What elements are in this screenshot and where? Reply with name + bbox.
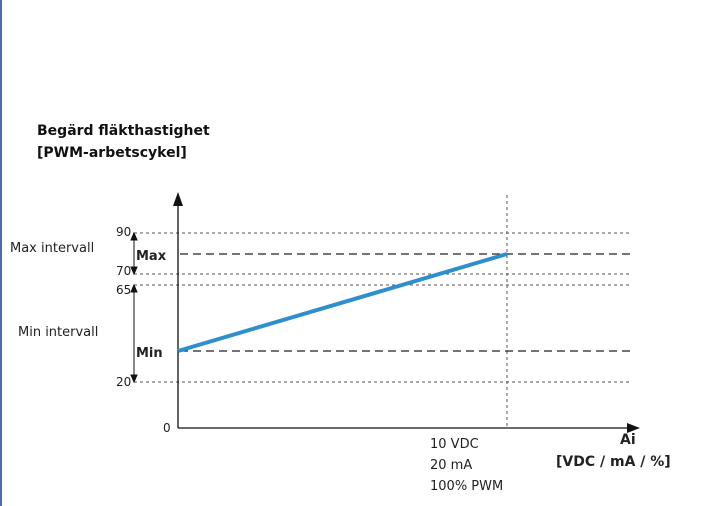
y-tick-0: 0 (163, 421, 171, 435)
title-line-2: [PWM-arbetscykel] (37, 145, 187, 161)
x-end-label-vdc: 10 VDC (430, 437, 479, 452)
min-bracket-arrow-up (130, 283, 138, 293)
y-tick-70: 70 (116, 264, 131, 278)
max-label: Max (136, 249, 167, 264)
left-border (0, 0, 2, 506)
y-tick-65: 65 (116, 283, 131, 297)
x-end-label-ma: 20 mA (430, 458, 472, 473)
min-bracket-arrow-down (130, 374, 138, 384)
max-interval-label: Max intervall (10, 241, 94, 256)
min-label: Min (136, 346, 163, 361)
chart-title: Begärd fläkthastighet [PWM-arbetscykel] (37, 120, 210, 164)
y-axis-arrow (173, 192, 183, 206)
max-bracket-arrow-up (130, 231, 138, 241)
min-interval-label: Min intervall (18, 325, 98, 340)
x-axis-unit: [VDC / mA / %] (556, 454, 671, 470)
max-bracket-arrow-down (130, 266, 138, 276)
title-line-1: Begärd fläkthastighet (37, 123, 210, 139)
series-line (177, 252, 508, 353)
x-axis-label: Ai (620, 432, 636, 448)
y-tick-20: 20 (116, 375, 131, 389)
x-axis-arrow (627, 423, 640, 433)
y-tick-90: 90 (116, 225, 131, 239)
x-end-label-pwm: 100% PWM (430, 479, 503, 494)
